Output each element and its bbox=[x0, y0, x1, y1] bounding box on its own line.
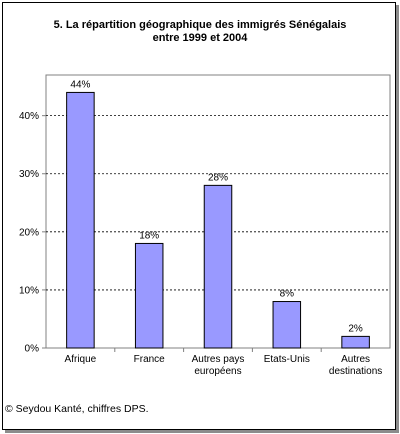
category-label: Afrique bbox=[65, 354, 97, 365]
x-axis-categories: Afrique France Autres pays européens Etats-U… bbox=[65, 354, 383, 377]
category-label: France bbox=[134, 354, 166, 365]
value-label: 28% bbox=[208, 172, 228, 183]
bar bbox=[341, 335, 370, 349]
y-tick-label: 20% bbox=[19, 227, 39, 238]
category-label: Etats-Unis bbox=[264, 354, 310, 365]
value-label: 18% bbox=[139, 230, 159, 241]
category-label: Autres pays européens bbox=[192, 354, 245, 377]
y-tick-label: 0% bbox=[25, 344, 40, 355]
y-tick-label: 10% bbox=[19, 285, 39, 296]
chart-title-line-2: entre 1999 et 2004 bbox=[153, 32, 249, 44]
source-credit: © Seydou Kanté, chiffres DPS. bbox=[5, 403, 149, 415]
y-axis-ticks: 0% 10% 20% 30% 40% bbox=[19, 111, 39, 354]
bar bbox=[272, 301, 302, 349]
value-label: 2% bbox=[348, 323, 363, 334]
y-tick-label: 40% bbox=[19, 111, 39, 122]
bar bbox=[203, 184, 233, 349]
y-tick-label: 30% bbox=[19, 169, 39, 180]
chart-title-line-1: 5. La répartition géographique des immig… bbox=[54, 19, 347, 31]
value-labels: 44% 18% 28% 8% 2% bbox=[70, 79, 363, 334]
bar bbox=[134, 242, 164, 349]
bar bbox=[66, 91, 95, 349]
value-label: 44% bbox=[70, 79, 90, 90]
bars bbox=[66, 91, 370, 349]
value-label: 8% bbox=[280, 289, 295, 300]
category-label: Autres destinations bbox=[329, 354, 382, 377]
